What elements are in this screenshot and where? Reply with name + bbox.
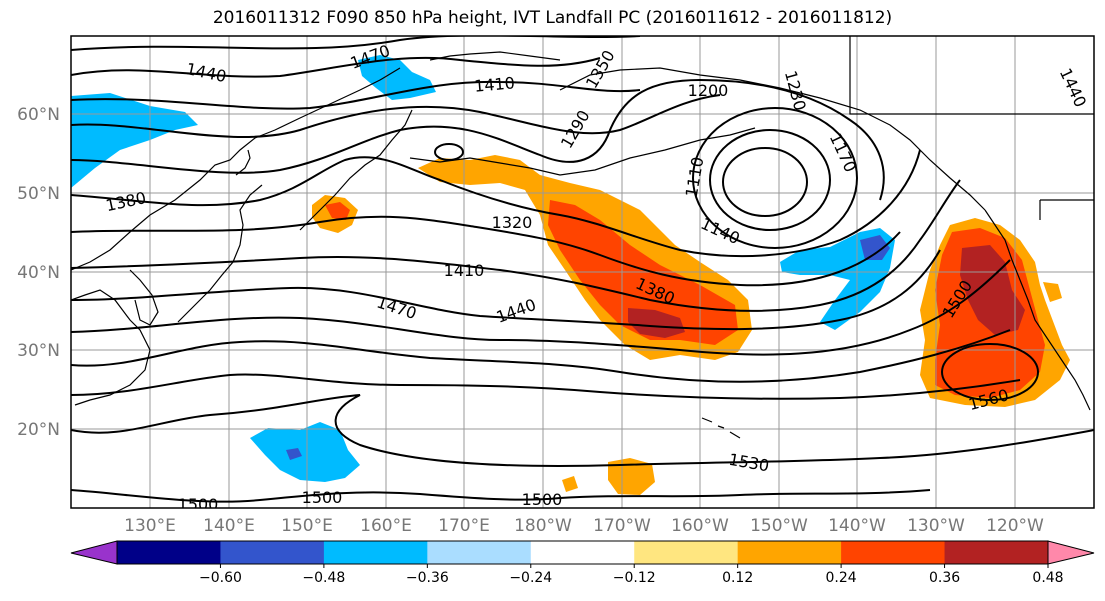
lon-label: 160°W [671, 516, 729, 536]
colorbar-tick-label: −0.36 [406, 570, 449, 586]
colorbar: −0.60 −0.48 −0.36 −0.24 −0.12 0.12 0.24 0.36 0.4… [70, 540, 1095, 586]
latitude-labels: 60°N 50°N 40°N 30°N 20°N [17, 105, 60, 440]
shade-positive-westcoast-dark [960, 245, 1025, 335]
lat-label: 40°N [17, 263, 60, 283]
colorbar-tick-label: 0.48 [1032, 570, 1063, 586]
map-panel: 1440 1470 1410 1350 1290 1200 1230 1170 … [71, 36, 1094, 514]
contour-label: 1320 [492, 213, 533, 232]
colorbar-tick-label: −0.24 [509, 570, 552, 586]
lon-label: 180°W [514, 516, 572, 536]
colorbar-segment [220, 541, 325, 564]
longitude-labels: 130°E 140°E 150°E 160°E 170°E 180°W 170°… [124, 516, 1044, 536]
lat-label: 30°N [17, 341, 60, 361]
shade-positive-subtropic-3 [1043, 282, 1062, 302]
lat-label: 20°N [17, 420, 60, 440]
colorbar-segments [117, 541, 1049, 564]
colorbar-extend-right [1047, 540, 1095, 565]
lon-label: 120°W [986, 516, 1044, 536]
contour-label: 1410 [473, 73, 515, 95]
lon-label: 170°W [593, 516, 651, 536]
lon-label: 170°E [438, 516, 490, 536]
colorbar-segment [323, 541, 428, 564]
colorbar-extend-left [70, 540, 118, 565]
lat-label: 50°N [17, 184, 60, 204]
lon-label: 130°E [124, 516, 176, 536]
shade-positive-subtropic-1 [608, 458, 655, 495]
colorbar-segment [530, 541, 635, 564]
height-contours [71, 36, 1094, 503]
colorbar-tick-label: 0.36 [929, 570, 960, 586]
lon-label: 140°E [203, 516, 255, 536]
lon-label: 160°E [360, 516, 412, 536]
shade-positive-subtropic-2 [562, 476, 578, 492]
contour-label: 1500 [178, 495, 219, 514]
shade-positive-kamchatka-red [325, 202, 350, 220]
lon-label: 150°E [281, 516, 333, 536]
ivt-shading [71, 55, 1070, 495]
lat-label: 60°N [17, 105, 60, 125]
map-border [70, 35, 1095, 509]
colorbar-segment [944, 541, 1049, 564]
colorbar-tick-label: −0.12 [613, 570, 656, 586]
shade-positive-plume-dark [628, 308, 685, 338]
colorbar-segment [634, 541, 739, 564]
shade-negative-sw-dark [286, 448, 302, 460]
colorbar-tick-label: 0.12 [722, 570, 753, 586]
colorbar-tick-label: 0.24 [826, 570, 857, 586]
colorbar-segment [117, 541, 221, 564]
shade-negative-nw [71, 93, 198, 188]
lon-label: 150°W [750, 516, 808, 536]
contour-label: 1200 [688, 81, 729, 100]
shade-negative-central-dark [860, 235, 890, 260]
contour-label: 1500 [522, 490, 563, 509]
contour-label: 1410 [444, 261, 485, 280]
graticule [71, 36, 1094, 508]
coastlines [71, 36, 1094, 439]
colorbar-tick-label: −0.48 [302, 570, 345, 586]
colorbar-segment [427, 541, 532, 564]
shade-negative-sw [250, 422, 360, 482]
lon-label: 140°W [828, 516, 886, 536]
colorbar-ticks: −0.60 −0.48 −0.36 −0.24 −0.12 0.12 0.24 0.36 0.4… [199, 564, 1064, 586]
colorbar-tick-label: −0.60 [199, 570, 242, 586]
contour-label: 1500 [302, 488, 343, 507]
lon-label: 130°W [907, 516, 965, 536]
colorbar-segment [737, 541, 842, 564]
map-title: 2016011312 F090 850 hPa height, IVT Land… [212, 8, 893, 28]
colorbar-segment [841, 541, 946, 564]
